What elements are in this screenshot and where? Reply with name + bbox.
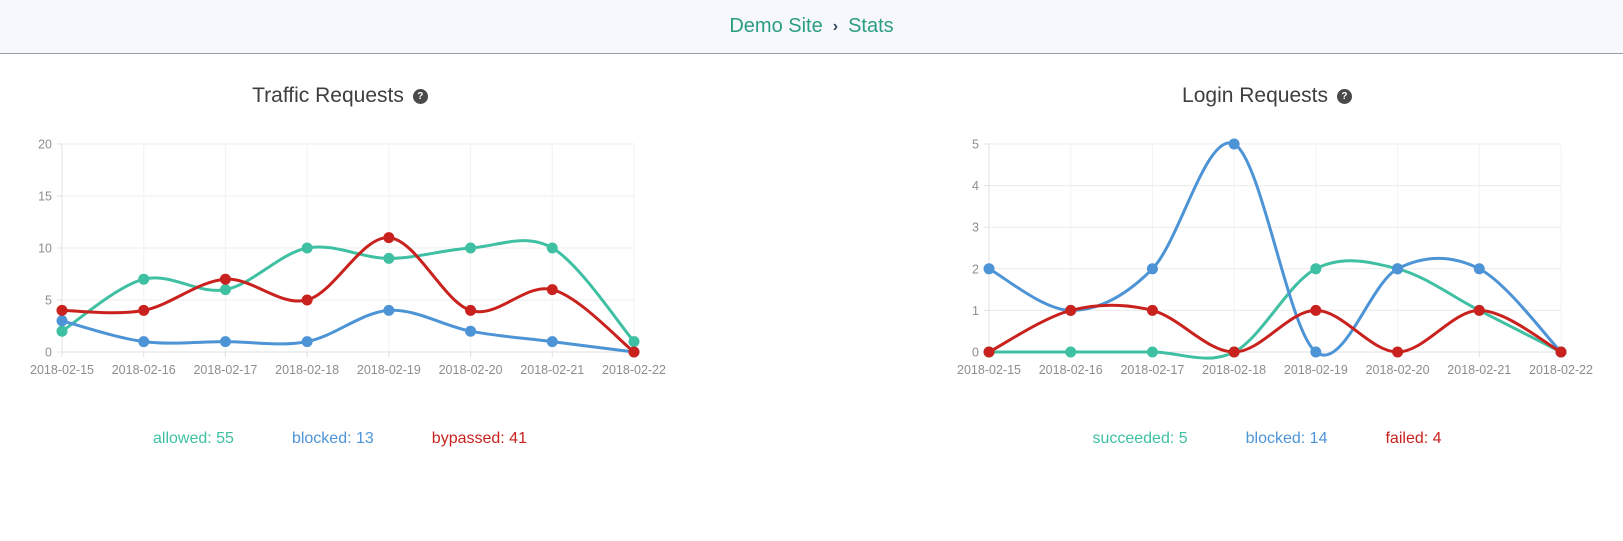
- help-icon[interactable]: ?: [412, 88, 428, 104]
- traffic-requests-panel: Traffic Requests ? 0 5 10 15 20 2018-02-15 201…: [0, 80, 811, 448]
- stats-content: Traffic Requests ? 0 5 10 15 20 2018-02-15 201…: [0, 54, 1623, 448]
- data-point-failed: [1555, 346, 1567, 358]
- y-axis-label: 0: [972, 346, 979, 360]
- x-axis-label: 2018-02-15: [957, 363, 1021, 377]
- x-axis-label: 2018-02-21: [1447, 363, 1511, 377]
- data-point-allowed: [219, 284, 231, 296]
- login-chart-title: Login Requests: [1182, 84, 1328, 107]
- data-point-blocked: [1392, 263, 1404, 275]
- legend-item-failed[interactable]: failed: 4: [1385, 430, 1442, 447]
- data-point-allowed: [138, 273, 150, 285]
- data-point-bypassed: [138, 304, 150, 316]
- legend-item-bypassed[interactable]: bypassed: 41: [431, 430, 527, 447]
- traffic-chart-legend: allowed: 55 blocked: 13 bypassed: 41: [34, 430, 646, 448]
- data-point-succeeded: [1065, 346, 1077, 358]
- data-point-failed: [983, 346, 995, 358]
- legend-item-blocked[interactable]: blocked: 13: [291, 430, 374, 447]
- x-axis-label: 2018-02-20: [1366, 363, 1430, 377]
- data-point-blocked: [983, 263, 995, 275]
- data-point-failed: [1310, 304, 1322, 316]
- data-point-failed: [1473, 304, 1485, 316]
- data-point-blocked: [138, 336, 150, 348]
- series-line-succeeded: [987, 259, 1563, 360]
- legend-item-allowed[interactable]: allowed: 55: [153, 430, 234, 447]
- data-point-bypassed: [546, 284, 558, 296]
- x-axis-label: 2018-02-18: [275, 363, 339, 377]
- x-axis-label: 2018-02-22: [1529, 363, 1593, 377]
- login-requests-panel: Login Requests ? 0 1 2 3 4 5 2018-02-15 2018-02…: [811, 80, 1622, 448]
- data-point-failed: [1228, 346, 1240, 358]
- top-header-bar: Demo Site › Stats: [0, 0, 1623, 54]
- y-axis-label: 4: [972, 179, 979, 193]
- y-axis-label: 2: [972, 262, 979, 276]
- login-chart-legend: succeeded: 5 blocked: 14 failed: 4: [961, 430, 1573, 448]
- data-point-bypassed: [56, 304, 68, 316]
- data-point-blocked: [219, 336, 231, 348]
- help-icon[interactable]: ?: [1336, 88, 1352, 104]
- login-chart-box: Login Requests ? 0 1 2 3 4 5 2018-02-15 2018-02…: [957, 80, 1593, 448]
- x-axis-label: 2018-02-20: [439, 363, 503, 377]
- legend-item-blocked[interactable]: blocked: 14: [1245, 430, 1328, 447]
- data-point-allowed: [301, 242, 313, 254]
- x-axis-label: 2018-02-19: [1284, 363, 1348, 377]
- data-point-failed: [1392, 346, 1404, 358]
- breadcrumb-site-link[interactable]: Demo Site: [729, 15, 823, 37]
- series-line-blocked: [987, 141, 1563, 357]
- data-point-failed: [1065, 304, 1077, 316]
- y-axis-label: 5: [45, 294, 52, 308]
- y-axis-label: 15: [38, 190, 52, 204]
- x-axis-label: 2018-02-16: [1039, 363, 1103, 377]
- x-axis-label: 2018-02-16: [112, 363, 176, 377]
- data-point-failed: [1146, 304, 1158, 316]
- x-axis-label: 2018-02-17: [193, 363, 257, 377]
- data-point-bypassed: [219, 273, 231, 285]
- data-point-allowed: [56, 325, 68, 337]
- x-axis-label: 2018-02-19: [357, 363, 421, 377]
- data-point-blocked: [465, 325, 477, 337]
- x-axis-label: 2018-02-18: [1202, 363, 1266, 377]
- data-point-blocked: [1473, 263, 1485, 275]
- data-point-bypassed: [383, 232, 395, 244]
- data-point-blocked: [301, 336, 313, 348]
- login-requests-chart: 0 1 2 3 4 5 2018-02-15 2018-02-16 2018-02-17 2018…: [957, 138, 1593, 378]
- data-point-bypassed: [465, 304, 477, 316]
- series-line-blocked: [60, 308, 636, 354]
- data-point-allowed: [465, 242, 477, 254]
- data-point-blocked: [56, 315, 68, 327]
- data-point-blocked: [1228, 138, 1240, 150]
- data-point-bypassed: [628, 346, 640, 358]
- data-point-blocked: [546, 336, 558, 348]
- data-point-allowed: [383, 252, 395, 264]
- x-axis-label: 2018-02-22: [602, 363, 666, 377]
- data-point-succeeded: [1310, 263, 1322, 275]
- y-axis-label: 5: [972, 138, 979, 152]
- legend-item-succeeded[interactable]: succeeded: 5: [1092, 430, 1188, 447]
- y-axis-label: 0: [45, 346, 52, 360]
- x-axis-label: 2018-02-17: [1120, 363, 1184, 377]
- breadcrumb: Demo Site › Stats: [729, 15, 893, 38]
- traffic-chart-box: Traffic Requests ? 0 5 10 15 20 2018-02-15 201…: [30, 80, 666, 448]
- x-axis-label: 2018-02-21: [520, 363, 584, 377]
- data-point-bypassed: [301, 294, 313, 306]
- traffic-requests-chart: 0 5 10 15 20 2018-02-15 2018-02-16 2018-02-17 20…: [30, 138, 666, 378]
- data-point-blocked: [383, 304, 395, 316]
- y-axis-label: 3: [972, 221, 979, 235]
- data-point-allowed: [628, 336, 640, 348]
- breadcrumb-current-page: Stats: [848, 15, 894, 37]
- y-axis-label: 20: [38, 138, 52, 152]
- data-point-blocked: [1310, 346, 1322, 358]
- data-point-allowed: [546, 242, 558, 254]
- data-point-succeeded: [1146, 346, 1158, 358]
- y-axis-label: 1: [972, 304, 979, 318]
- series-line-bypassed: [60, 236, 636, 354]
- series-line-failed: [987, 303, 1563, 354]
- data-point-blocked: [1146, 263, 1158, 275]
- traffic-chart-title: Traffic Requests: [252, 84, 404, 107]
- breadcrumb-separator-icon: ›: [832, 18, 839, 35]
- x-axis-label: 2018-02-15: [30, 363, 94, 377]
- y-axis-label: 10: [38, 242, 52, 256]
